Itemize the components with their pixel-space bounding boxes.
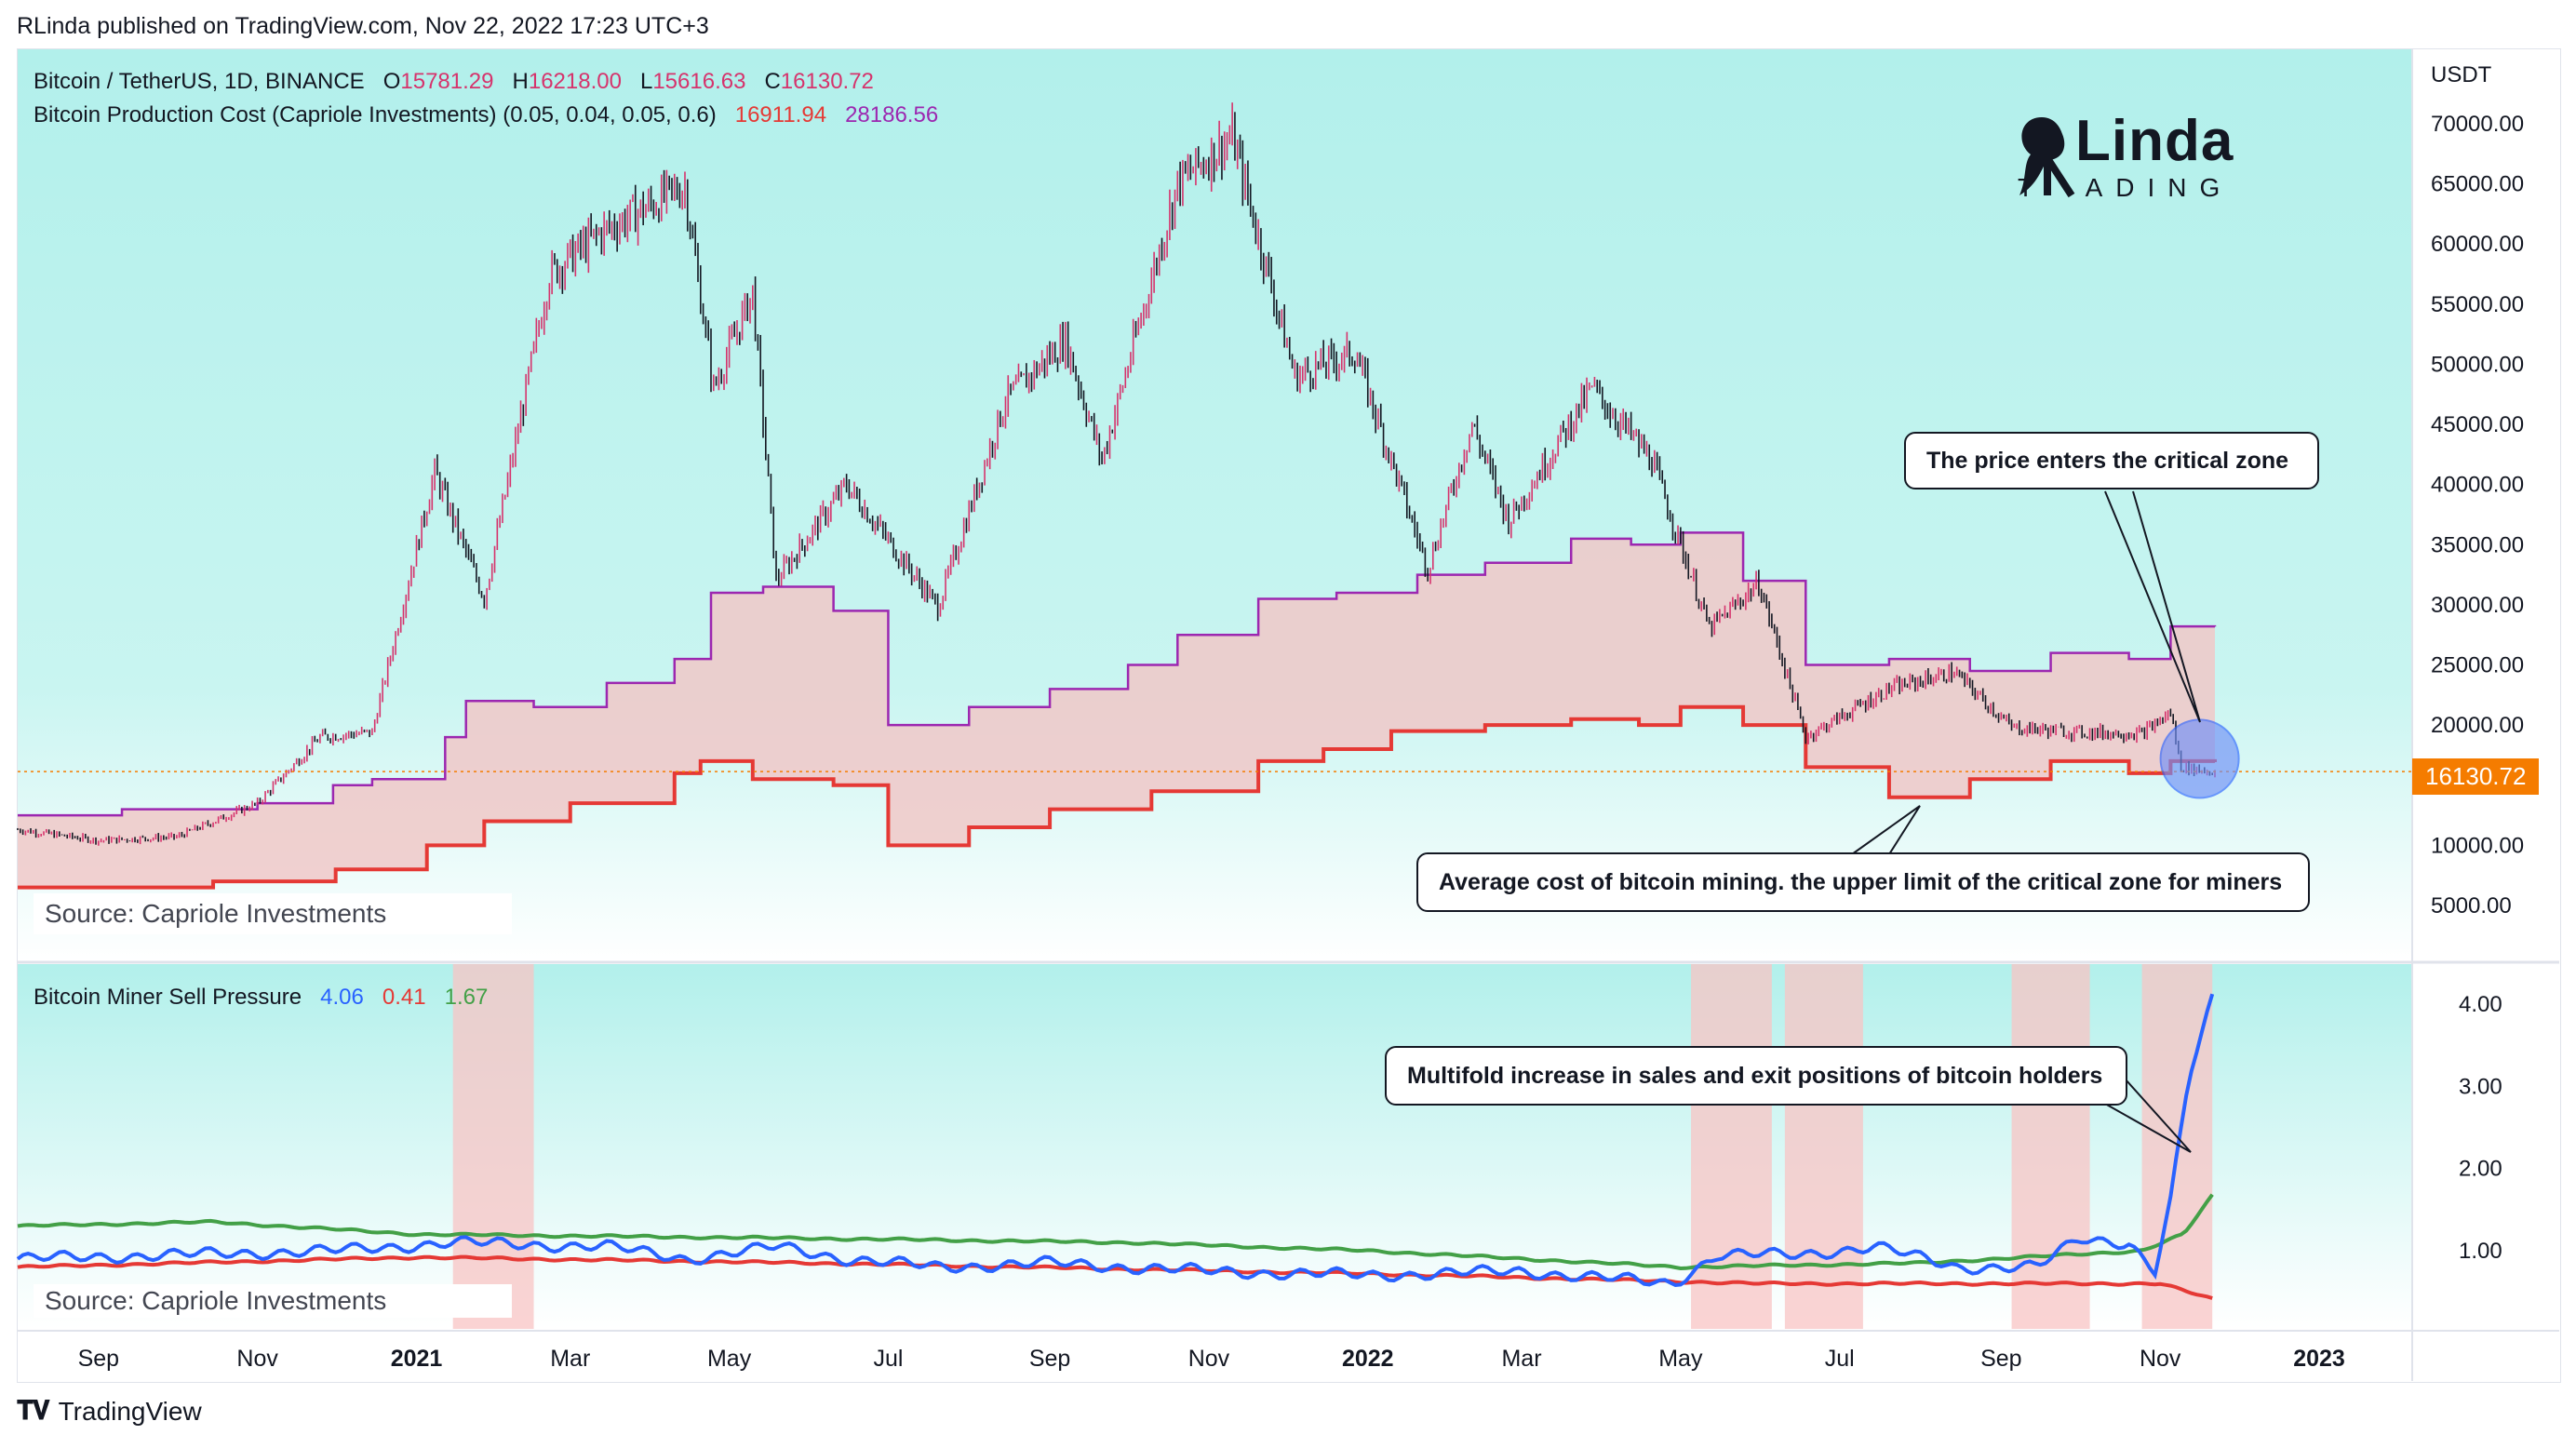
publish-header: RLinda published on TradingView.com, Nov… xyxy=(17,13,709,39)
x-tick-label: 2023 xyxy=(2293,1346,2345,1372)
callout-critical-zone: The price enters the critical zone xyxy=(1904,432,2319,489)
chart-frame xyxy=(17,48,2561,1383)
indicator-value-high: 28186.56 xyxy=(845,102,939,127)
y-tick-label: 35000.00 xyxy=(2431,532,2524,557)
tradingview-logo-icon: 𝐓𝐕 xyxy=(17,1396,50,1425)
sell-pressure-low-line xyxy=(17,1254,2213,1300)
time-axis[interactable]: Sep Nov 2021 Mar May Jul Sep Nov 2022 Mar May Jul Se… xyxy=(78,1346,2345,1372)
x-tick-label: May xyxy=(1658,1346,1703,1372)
annotation-overlay xyxy=(18,490,2412,1153)
price-candles xyxy=(17,102,2216,846)
lower-indicator-name: Bitcoin Miner Sell Pressure xyxy=(34,985,302,1010)
y-tick-label: 30000.00 xyxy=(2431,593,2524,618)
lower-value-1: 4.06 xyxy=(320,985,364,1010)
footer-brand-label: TradingView xyxy=(58,1396,202,1426)
mining-cost-pointer xyxy=(1851,805,1921,855)
y-tick-label: 45000.00 xyxy=(2431,412,2524,437)
highlight-range xyxy=(2011,964,2090,1329)
x-tick-label: Jul xyxy=(873,1346,903,1372)
source-label-upper: Source: Capriole Investments xyxy=(34,893,512,934)
band-fill xyxy=(18,532,2215,888)
y-axis-unit: USDT xyxy=(2431,62,2492,87)
lower-value-3: 1.67 xyxy=(444,985,489,1010)
y-tick-label: 70000.00 xyxy=(2431,112,2524,137)
indicator-legend[interactable]: Bitcoin Production Cost (Capriole Invest… xyxy=(34,102,938,128)
x-tick-label: Jul xyxy=(1825,1346,1855,1372)
logo-mark-icon xyxy=(2019,117,2075,198)
y-tick-label: 40000.00 xyxy=(2431,473,2524,498)
y-tick-label: 10000.00 xyxy=(2431,833,2524,858)
callout-mining-cost: Average cost of bitcoin mining. the uppe… xyxy=(1416,852,2310,912)
critical-zone-pointer xyxy=(2104,490,2201,723)
source-label-lower: Source: Capriole Investments xyxy=(34,1284,512,1318)
y-tick-label: 25000.00 xyxy=(2431,653,2524,678)
x-tick-label: Mar xyxy=(1501,1346,1541,1372)
x-tick-label: 2022 xyxy=(1342,1346,1394,1372)
ohlc-close-label: C xyxy=(764,69,781,94)
lower-indicator-legend[interactable]: Bitcoin Miner Sell Pressure 4.06 0.41 1.… xyxy=(34,985,488,1011)
y-tick-label: 3.00 xyxy=(2459,1074,2502,1099)
ohlc-open: 15781.29 xyxy=(400,69,494,94)
x-tick-label: Nov xyxy=(1188,1346,1230,1372)
ohlc-low-label: L xyxy=(639,69,653,94)
y-tick-label: 4.00 xyxy=(2459,992,2502,1017)
symbol-name: Bitcoin / TetherUS, 1D, BINANCE xyxy=(34,69,365,94)
ohlc-high-label: H xyxy=(512,69,529,94)
y-tick-label: 20000.00 xyxy=(2431,713,2524,738)
critical-zone-circle xyxy=(2159,718,2240,799)
x-tick-label: Sep xyxy=(78,1346,119,1372)
symbol-legend[interactable]: Bitcoin / TetherUS, 1D, BINANCE O15781.2… xyxy=(34,69,874,95)
ohlc-close: 16130.72 xyxy=(780,69,874,94)
x-tick-label: Sep xyxy=(1029,1346,1070,1372)
x-tick-label: Nov xyxy=(236,1346,278,1372)
ohlc-high: 16218.00 xyxy=(528,69,622,94)
y-tick-label: 5000.00 xyxy=(2431,893,2512,918)
highlight-range xyxy=(1784,964,1863,1329)
rlinda-logo: Linda T ADING xyxy=(2010,106,2252,208)
band-lower-line xyxy=(18,704,2217,890)
sell-pressure-line xyxy=(16,993,2215,1287)
highlight-range xyxy=(1691,964,1772,1329)
footer-brand[interactable]: 𝐓𝐕 TradingView xyxy=(17,1396,202,1427)
y-tick-label: 60000.00 xyxy=(2431,232,2524,257)
production-cost-band xyxy=(18,531,2217,890)
x-tick-label: Sep xyxy=(1980,1346,2021,1372)
indicator-name: Bitcoin Production Cost (Capriole Invest… xyxy=(34,102,717,127)
last-price-tag: 16130.72 xyxy=(2412,758,2540,795)
sell-increase-pointer xyxy=(2104,1079,2192,1153)
x-tick-label: Mar xyxy=(550,1346,590,1372)
logo-subtext: T ADING xyxy=(2018,173,2234,202)
sell-pressure-axis[interactable]: 1.00 2.00 3.00 4.00 xyxy=(2459,992,2502,1264)
sell-pressure-lines xyxy=(16,993,2215,1300)
x-tick-label: Nov xyxy=(2140,1346,2181,1372)
callout-sell-increase: Multifold increase in sales and exit pos… xyxy=(1385,1046,2127,1106)
logo-wordmark: Linda xyxy=(2075,109,2234,173)
lower-value-2: 0.41 xyxy=(382,985,426,1010)
y-tick-label: 2.00 xyxy=(2459,1157,2502,1182)
band-upper-line xyxy=(18,531,2217,817)
ohlc-low: 15616.63 xyxy=(652,69,746,94)
y-tick-label: 50000.00 xyxy=(2431,352,2524,377)
price-axis[interactable]: USDT5000.0010000.0015000.0020000.0025000… xyxy=(2431,62,2524,918)
y-tick-label: 1.00 xyxy=(2459,1239,2502,1264)
y-tick-label: 55000.00 xyxy=(2431,292,2524,317)
highlight-group xyxy=(452,964,2213,1329)
highlight-range xyxy=(452,964,534,1329)
ohlc-open-label: O xyxy=(382,69,401,94)
x-tick-label: May xyxy=(707,1346,752,1372)
indicator-value-low: 16911.94 xyxy=(734,102,827,127)
x-tick-label: 2021 xyxy=(391,1346,443,1372)
y-tick-label: 65000.00 xyxy=(2431,172,2524,197)
sell-pressure-average-line xyxy=(17,1193,2214,1271)
